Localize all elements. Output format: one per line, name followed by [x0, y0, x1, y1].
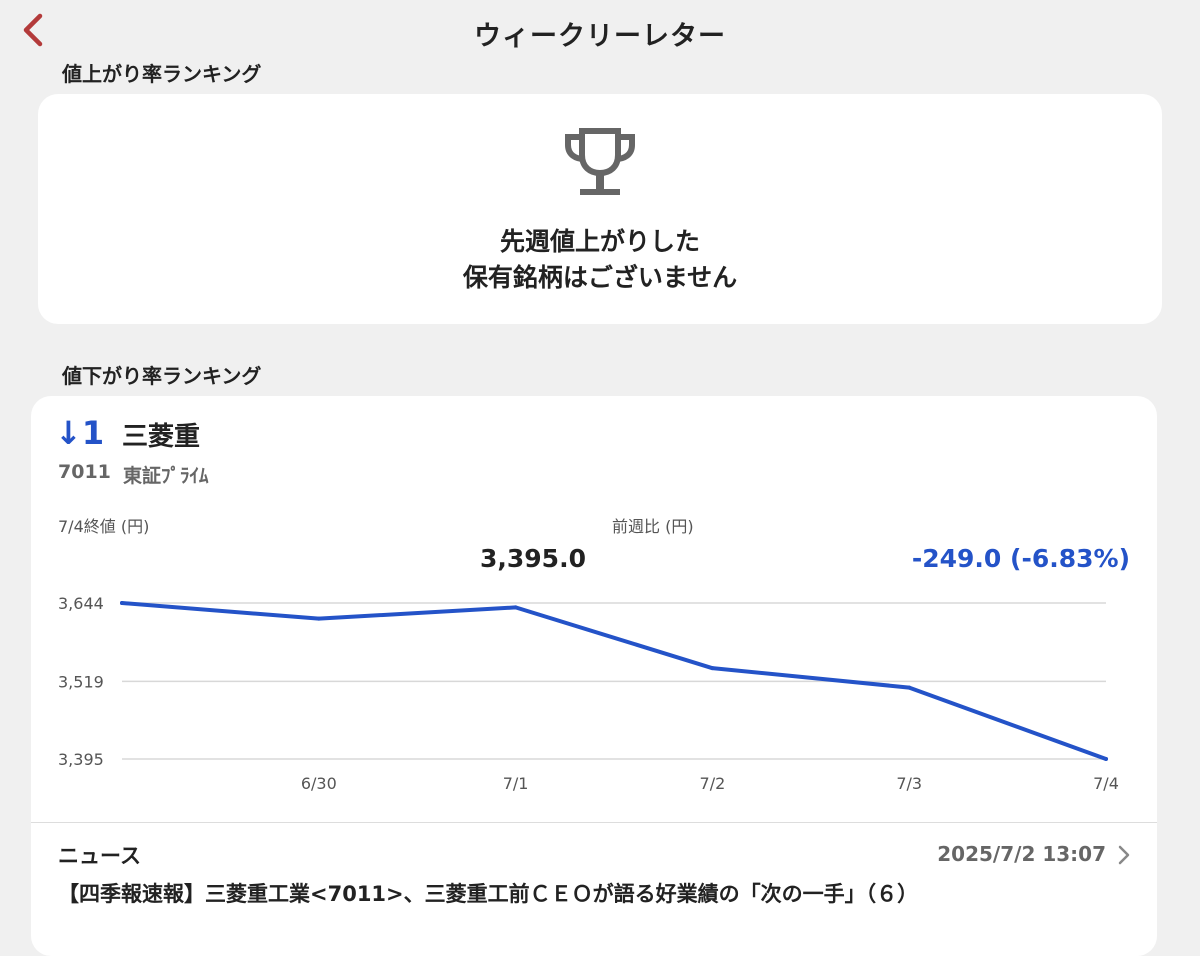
- page-title: ウィークリーレター: [474, 21, 726, 52]
- stock-name: 三菱重: [122, 422, 201, 452]
- y-tick-label: 3,395: [58, 750, 104, 769]
- empty-message-line1: 先週値上がりした: [499, 227, 700, 256]
- chevron-left-icon[interactable]: [14, 10, 54, 50]
- divider: [31, 822, 1157, 823]
- data-point: [710, 666, 715, 671]
- price-line-chart: 3,644 3,519 3,395 6/30 7/1 7/2 7/3 7/4: [58, 594, 1119, 793]
- rank-badge: ↓1: [55, 414, 105, 452]
- chevron-right-icon[interactable]: [1114, 843, 1134, 867]
- y-tick-label: 3,519: [58, 672, 104, 691]
- close-value: 3,395.0: [480, 544, 586, 573]
- data-point: [120, 601, 124, 605]
- fall-ranking-card[interactable]: [31, 396, 1157, 956]
- x-tick-label: 7/4: [1093, 774, 1119, 793]
- stock-code: 7011: [58, 461, 111, 483]
- price-series-line: [120, 601, 1108, 761]
- rise-ranking-label: 値上がり率ランキング: [62, 62, 262, 86]
- news-label: ニュース: [58, 844, 141, 868]
- x-tick-label: 7/1: [503, 774, 529, 793]
- stock-market: 東証ﾌﾟﾗｲﾑ: [123, 465, 209, 487]
- x-tick-label: 7/3: [896, 774, 922, 793]
- x-tick-label: 6/30: [301, 774, 337, 793]
- news-date: 2025/7/2 13:07: [937, 842, 1106, 866]
- news-title[interactable]: 【四季報速報】三菱重工業<7011>、三菱重工前ＣＥＯが語る好業績の「次の一手」…: [58, 882, 919, 906]
- data-point: [316, 616, 321, 621]
- data-point: [907, 685, 912, 690]
- close-label: 7/4終値 (円): [58, 517, 150, 536]
- top-bar: ウィークリーレター: [0, 0, 1200, 62]
- y-tick-label: 3,644: [58, 594, 104, 613]
- fall-ranking-label: 値下がり率ランキング: [62, 364, 262, 388]
- change-value: -249.0 (-6.83%): [911, 544, 1130, 573]
- trophy-icon: [565, 128, 635, 195]
- empty-message-line2: 保有銘柄はございません: [462, 263, 738, 292]
- data-point: [1104, 757, 1108, 761]
- x-tick-label: 7/2: [700, 774, 726, 793]
- change-label: 前週比 (円): [612, 517, 694, 536]
- data-point: [513, 605, 518, 610]
